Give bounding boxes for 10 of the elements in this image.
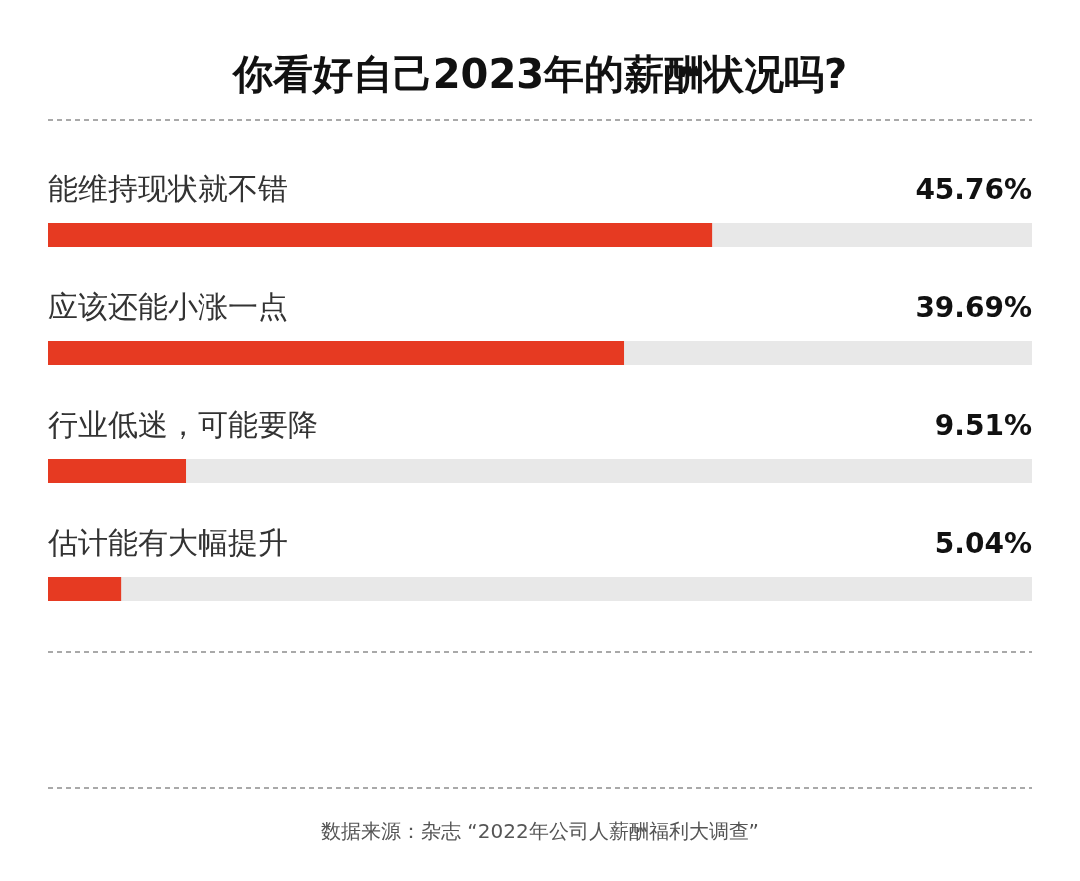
data-label: 9.51% [934,409,1032,442]
chart-title: 你看好自己2023年的薪酬状况吗? [230,51,848,97]
y-tick-label: 应该还能小涨一点 [48,289,288,324]
y-tick-label: 行业低迷，可能要降 [48,407,318,442]
y-tick-label: 估计能有大幅提升 [47,525,288,560]
data-label: 39.69% [915,291,1032,324]
y-tick-label: 能维持现状就不错 [48,171,288,206]
data-label: 5.04% [934,527,1032,560]
data-label: 45.76% [915,173,1032,206]
source-note: 数据来源：杂志 “2022年公司人薪酬福利大调查” [321,819,759,843]
